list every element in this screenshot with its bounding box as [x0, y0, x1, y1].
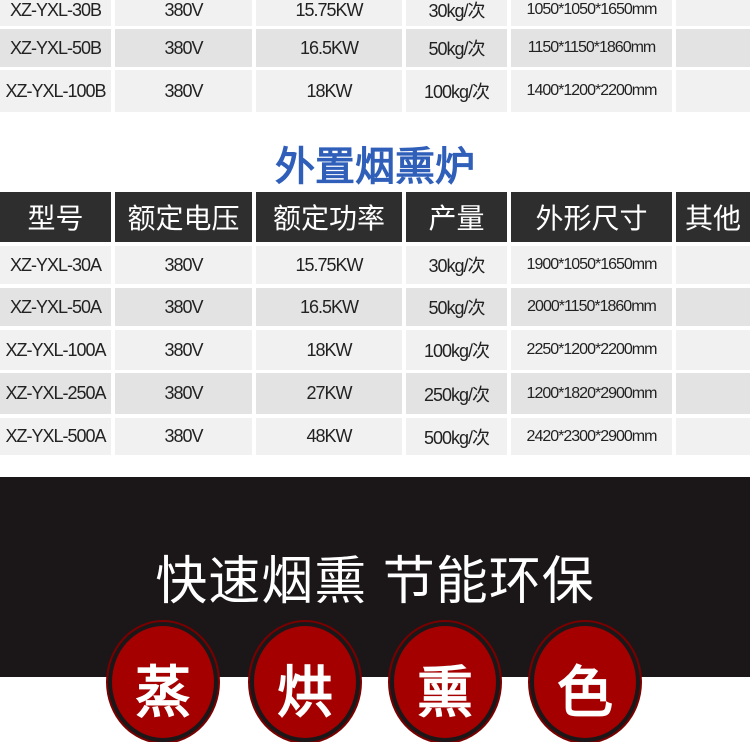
- table-row: XZ-YXL-50A 380V 16.5KW 50kg/次 2000*1150*1860…: [0, 288, 750, 326]
- cell-other: [676, 246, 750, 284]
- header-dimensions: 外形尺寸: [511, 192, 672, 242]
- cell-other: [676, 330, 750, 370]
- cell-voltage: 380V: [115, 288, 252, 326]
- table-row: XZ-YXL-50B 380V 16.5KW 50kg/次 1150*1150*1860…: [0, 29, 750, 67]
- cell-output: 30kg/次: [406, 0, 507, 26]
- cell-dimensions: 1400*1200*2200mm: [511, 70, 672, 112]
- header-voltage: 额定电压: [115, 192, 252, 242]
- cell-other: [676, 288, 750, 326]
- cell-model: XZ-YXL-50B: [0, 29, 111, 67]
- cell-model: XZ-YXL-30A: [0, 246, 111, 284]
- cell-other: [676, 70, 750, 112]
- cell-dimensions: 1900*1050*1650mm: [511, 246, 672, 284]
- cell-model: XZ-YXL-30B: [0, 0, 111, 26]
- cell-power: 18KW: [256, 330, 402, 370]
- table-row: XZ-YXL-30A 380V 15.75KW 30kg/次 1900*1050*165…: [0, 246, 750, 284]
- cell-model: XZ-YXL-250A: [0, 373, 111, 414]
- cell-power: 16.5KW: [256, 29, 402, 67]
- badge-color: 色: [530, 622, 640, 742]
- section-title: 外置烟熏炉: [275, 145, 475, 189]
- cell-power: 27KW: [256, 373, 402, 414]
- cell-model: XZ-YXL-50A: [0, 288, 111, 326]
- cell-voltage: 380V: [115, 330, 252, 370]
- cell-voltage: 380V: [115, 70, 252, 112]
- header-output: 产量: [406, 192, 507, 242]
- table-row: XZ-YXL-100B 380V 18KW 100kg/次 1400*1200*2200…: [0, 70, 750, 112]
- header-power: 额定功率: [256, 192, 402, 242]
- cell-voltage: 380V: [115, 418, 252, 455]
- table-header: 型号 额定电压 额定功率 产量 外形尺寸 其他: [0, 192, 750, 242]
- cell-voltage: 380V: [115, 29, 252, 67]
- cell-dimensions: 2250*1200*2200mm: [511, 330, 672, 370]
- badge-steam: 蒸: [108, 622, 218, 742]
- header-model: 型号: [0, 192, 111, 242]
- cell-dimensions: 2420*2300*2900mm: [511, 418, 672, 455]
- cell-power: 16.5KW: [256, 288, 402, 326]
- cell-model: XZ-YXL-100A: [0, 330, 111, 370]
- cell-output: 100kg/次: [406, 330, 507, 370]
- cell-output: 50kg/次: [406, 29, 507, 67]
- table-row: XZ-YXL-500A 380V 48KW 500kg/次 2420*2300*2900…: [0, 418, 750, 455]
- table-row: XZ-YXL-250A 380V 27KW 250kg/次 1200*1820*2900…: [0, 373, 750, 414]
- cell-power: 15.75KW: [256, 0, 402, 26]
- header-other: 其他: [676, 192, 750, 242]
- table-row: XZ-YXL-30B 380V 15.75KW 30kg/次 1050*1050*165…: [0, 0, 750, 26]
- cell-dimensions: 2000*1150*1860mm: [511, 288, 672, 326]
- cell-power: 18KW: [256, 70, 402, 112]
- slogan: 快速烟熏 节能环保: [155, 553, 595, 611]
- cell-power: 48KW: [256, 418, 402, 455]
- cell-voltage: 380V: [115, 0, 252, 26]
- cell-output: 30kg/次: [406, 246, 507, 284]
- cell-dimensions: 1200*1820*2900mm: [511, 373, 672, 414]
- cell-dimensions: 1150*1150*1860mm: [511, 29, 672, 67]
- cell-output: 250kg/次: [406, 373, 507, 414]
- cell-other: [676, 29, 750, 67]
- cell-model: XZ-YXL-500A: [0, 418, 111, 455]
- cell-dimensions: 1050*1050*1650mm: [511, 0, 672, 26]
- cell-other: [676, 373, 750, 414]
- badge-bake: 烘: [250, 622, 360, 742]
- cell-other: [676, 418, 750, 455]
- cell-output: 500kg/次: [406, 418, 507, 455]
- cell-voltage: 380V: [115, 373, 252, 414]
- cell-voltage: 380V: [115, 246, 252, 284]
- cell-output: 100kg/次: [406, 70, 507, 112]
- cell-other: [676, 0, 750, 26]
- cell-power: 15.75KW: [256, 246, 402, 284]
- table-row: XZ-YXL-100A 380V 18KW 100kg/次 2250*1200*2200…: [0, 330, 750, 370]
- badge-smoke: 熏: [390, 622, 500, 742]
- cell-output: 50kg/次: [406, 288, 507, 326]
- cell-model: XZ-YXL-100B: [0, 70, 111, 112]
- feature-banner: 快速烟熏 节能环保 蒸 烘 熏 色: [0, 477, 750, 742]
